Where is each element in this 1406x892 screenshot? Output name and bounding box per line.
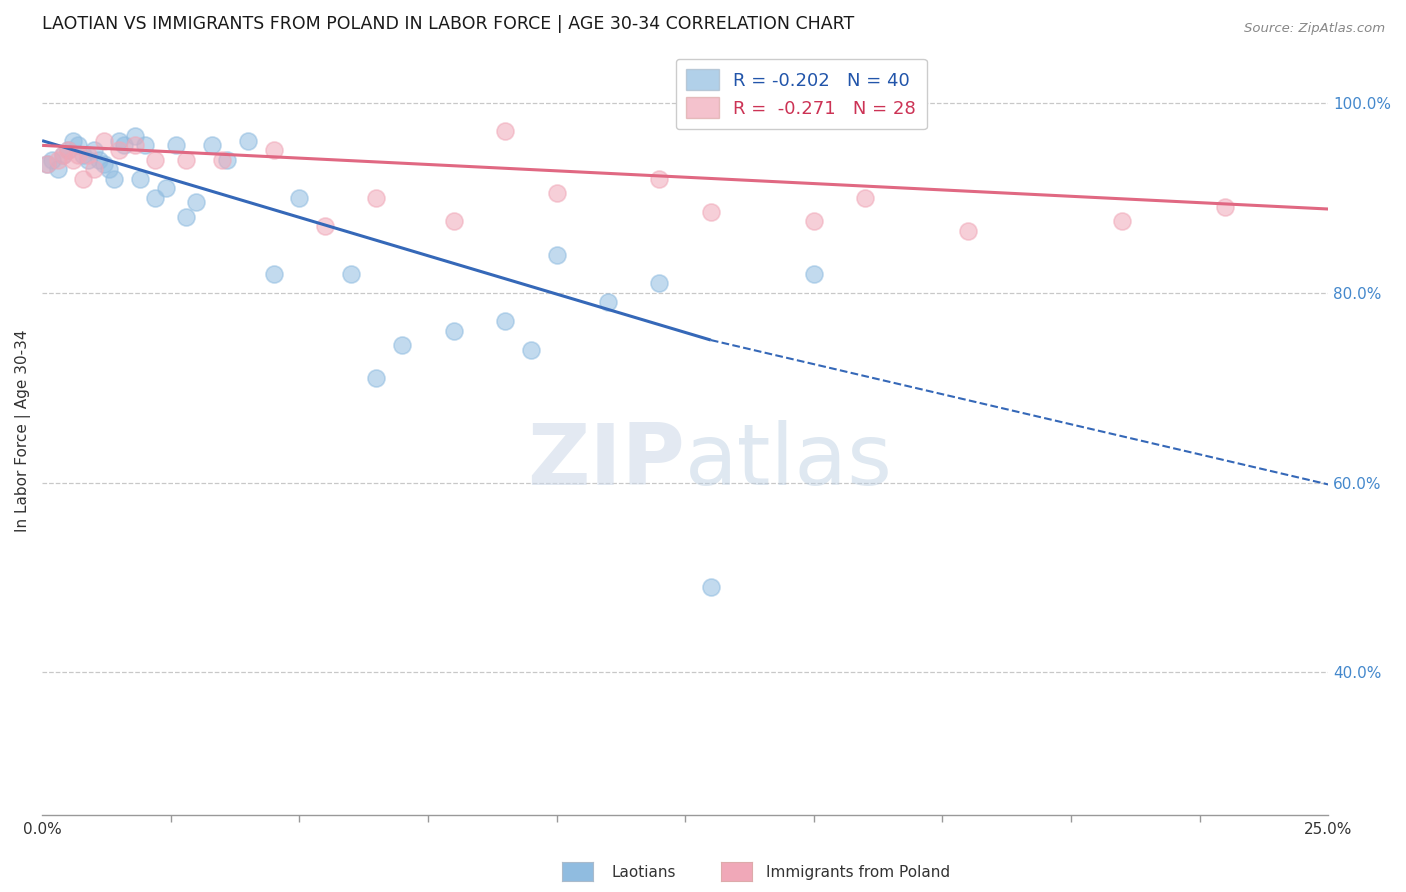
Point [67,148,90,162]
Legend: R = -0.202   N = 40, R =  -0.271   N = 28: R = -0.202 N = 40, R = -0.271 N = 28 [675,59,927,129]
Point [46,162,69,177]
Point [174,210,197,224]
Point [700,205,723,219]
Text: LAOTIAN VS IMMIGRANTS FROM POLAND IN LABOR FORCE | AGE 30-34 CORRELATION CHART: LAOTIAN VS IMMIGRANTS FROM POLAND IN LAB… [42,15,855,33]
Point [41,153,63,167]
Text: ZIP: ZIP [527,419,685,502]
Point [67,138,90,153]
Point [93,157,115,171]
Point [87,153,110,167]
Point [165,138,187,153]
Point [108,143,131,157]
Point [124,138,146,153]
Point [37,157,59,171]
Point [803,267,825,281]
Point [339,267,361,281]
Point [853,191,876,205]
Point [217,153,239,167]
Point [546,186,568,200]
Point [124,128,146,143]
Point [366,191,388,205]
Point [83,143,105,157]
Text: Source: ZipAtlas.com: Source: ZipAtlas.com [1244,22,1385,36]
Point [957,224,980,238]
Point [1111,214,1133,228]
Point [134,138,156,153]
Point [72,148,94,162]
Point [700,580,723,594]
Point [143,153,166,167]
Point [443,214,465,228]
Point [108,134,131,148]
Point [46,153,69,167]
Point [56,143,79,157]
Point [52,148,75,162]
Point [494,124,516,138]
Point [77,148,100,162]
Point [37,157,59,171]
Point [288,191,311,205]
Point [174,153,197,167]
Point [62,134,84,148]
Point [366,371,388,385]
Point [93,134,115,148]
Point [520,343,543,357]
Point [263,267,285,281]
Point [201,138,224,153]
Text: Laotians: Laotians [612,865,676,880]
Point [112,138,135,153]
Point [314,219,336,233]
Point [443,324,465,338]
Point [546,247,568,261]
Point [62,153,84,167]
Point [648,276,671,290]
Point [72,171,94,186]
Point [186,195,208,210]
Point [391,338,413,352]
Point [211,153,233,167]
Point [803,214,825,228]
Point [596,295,619,310]
Y-axis label: In Labor Force | Age 30-34: In Labor Force | Age 30-34 [15,329,31,532]
Point [56,143,79,157]
Point [1213,200,1236,214]
Point [263,143,285,157]
Point [98,162,121,177]
Point [83,162,105,177]
Point [103,171,125,186]
Point [236,134,259,148]
Point [77,153,100,167]
Point [143,191,166,205]
Point [155,181,177,195]
Point [128,171,150,186]
Point [494,314,516,328]
Point [648,171,671,186]
Text: Immigrants from Poland: Immigrants from Poland [766,865,950,880]
Text: atlas: atlas [685,419,893,502]
Point [52,148,75,162]
